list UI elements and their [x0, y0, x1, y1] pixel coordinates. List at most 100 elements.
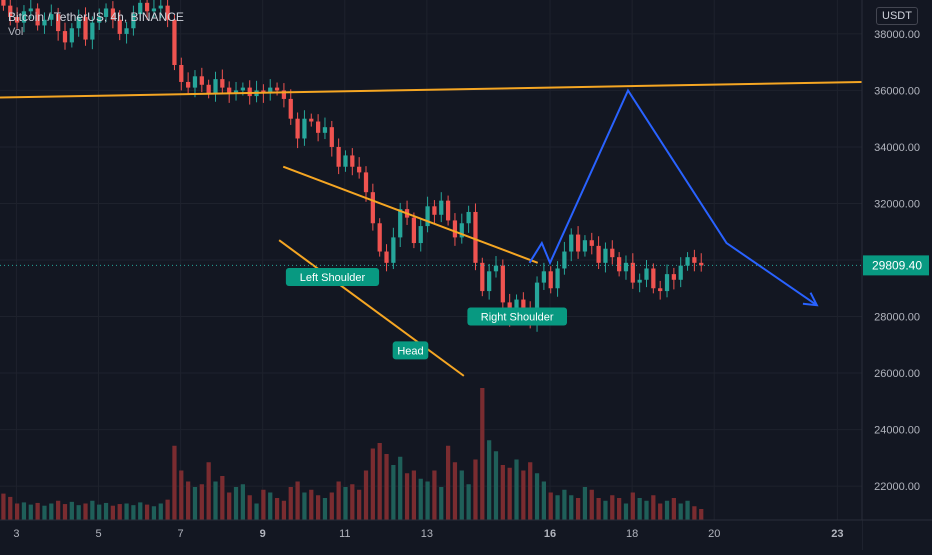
- time-axis-bg: [0, 520, 862, 550]
- currency-badge[interactable]: USDT: [876, 7, 918, 25]
- candle-body: [14, 16, 20, 23]
- volume-bar: [315, 495, 321, 520]
- volume-bar: [493, 451, 499, 520]
- candle-body: [186, 81, 191, 88]
- candle-body: [603, 248, 608, 263]
- candle-body: [596, 245, 601, 263]
- candle-body: [206, 84, 211, 94]
- volume-bar: [350, 484, 355, 520]
- time-axis: 3 5 7 9 11 13 16 18 20 23: [0, 519, 932, 550]
- candle-body: [83, 16, 88, 40]
- volume-bar: [425, 481, 430, 520]
- volume-bar: [534, 473, 540, 520]
- volume-bar: [97, 504, 102, 520]
- volume-bar: [671, 498, 676, 520]
- volume-bar: [220, 476, 225, 520]
- time-tick-label: 7: [178, 528, 184, 540]
- candle-body: [309, 118, 314, 122]
- candles: [1, 0, 704, 332]
- price-tick-label: 34000.00: [874, 142, 920, 154]
- volume-bar: [541, 481, 547, 520]
- candle-body: [418, 226, 423, 244]
- candle-body: [473, 211, 478, 263]
- volume-bar: [391, 465, 396, 520]
- candle-body: [97, 16, 102, 23]
- candle-body: [110, 8, 116, 20]
- candle-body: [240, 87, 245, 91]
- volume-bar: [678, 503, 683, 520]
- candle-body: [158, 5, 163, 9]
- volume-bar: [487, 440, 492, 520]
- candle-body: [500, 265, 505, 303]
- volume-bar: [582, 487, 588, 520]
- volume-bar: [500, 465, 505, 520]
- volume-bar: [76, 505, 81, 520]
- volume-bar: [117, 504, 122, 520]
- candle-body: [179, 65, 184, 82]
- volume-bar: [151, 506, 157, 520]
- volume-bar: [575, 498, 581, 520]
- volume-bar: [261, 489, 266, 520]
- candle-body: [144, 2, 150, 12]
- last-price-badge: [863, 255, 929, 276]
- time-tick-label: 23: [831, 528, 843, 540]
- volume-bar: [452, 462, 458, 520]
- volume-bar: [398, 456, 403, 520]
- candle-body: [370, 192, 375, 224]
- volume-bar: [206, 462, 211, 520]
- candle-body: [487, 271, 492, 292]
- volume-bar: [14, 503, 20, 520]
- candle-body: [302, 118, 307, 139]
- candle-body: [227, 87, 232, 94]
- volume-bar: [295, 481, 300, 520]
- projection-arrowhead: [802, 292, 819, 307]
- volume-bar: [268, 492, 273, 520]
- volume-bar: [90, 500, 95, 520]
- volume-bar: [514, 459, 519, 520]
- volume-bar: [199, 484, 204, 520]
- candle-body: [274, 87, 280, 91]
- volume-bar: [28, 504, 33, 520]
- price-tick-label: 28000.00: [874, 312, 920, 324]
- candle-body: [678, 265, 683, 280]
- volume-bar: [418, 478, 423, 520]
- candle-body: [28, 8, 33, 12]
- volume-bar: [466, 484, 471, 520]
- volume-bar: [637, 498, 642, 520]
- projection-path[interactable]: [528, 88, 818, 307]
- volume-bar: [158, 503, 163, 520]
- volume-bar: [610, 495, 615, 520]
- volume-bar: [562, 489, 567, 520]
- volume-bar: [56, 500, 61, 520]
- candle-body: [575, 234, 581, 252]
- volume-indicator-label: Vol: [8, 26, 24, 38]
- volume-bar: [83, 503, 88, 520]
- trendline[interactable]: [278, 239, 465, 377]
- candle-body: [69, 28, 74, 43]
- candle-body: [247, 87, 252, 97]
- time-tick-label: 20: [708, 528, 720, 540]
- trendline[interactable]: [0, 80, 863, 99]
- volume-bar: [377, 443, 382, 520]
- volume-bar: [254, 503, 259, 520]
- price-tick-label: 36000.00: [874, 85, 920, 97]
- volume-bar: [35, 502, 40, 520]
- volume-bar: [110, 505, 116, 520]
- time-tick-label: 9: [260, 528, 266, 540]
- trendline[interactable]: [282, 165, 539, 264]
- candle-body: [569, 234, 574, 252]
- candle-body: [56, 14, 61, 32]
- volume-bar: [186, 481, 191, 520]
- candle-body: [35, 8, 40, 26]
- volume-bar: [103, 502, 109, 520]
- volume-bar: [172, 445, 177, 520]
- volume-bar: [473, 459, 478, 520]
- volume-bar: [138, 502, 143, 520]
- volume-bar: [685, 500, 690, 520]
- candle-body: [199, 76, 204, 85]
- volume-bar: [144, 504, 150, 520]
- candle-body: [90, 22, 95, 40]
- volume-bar: [192, 487, 198, 520]
